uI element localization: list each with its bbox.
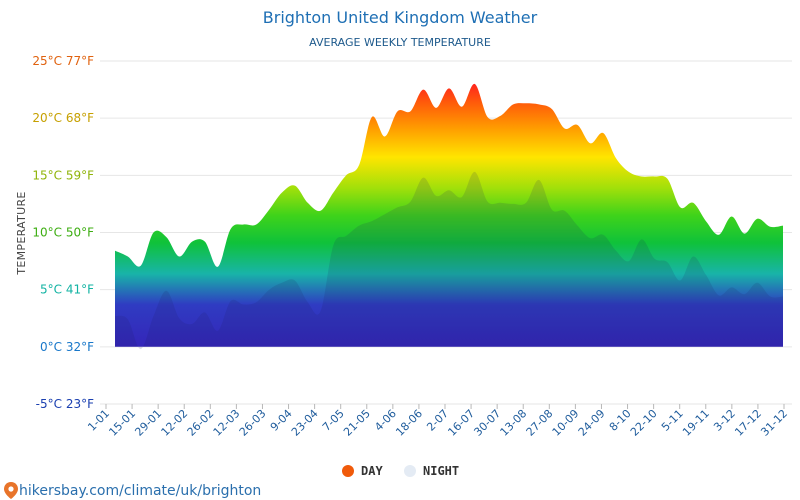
x-tick-label: 23-04 (289, 407, 321, 439)
y-axis-ticks: 25°C 77°F 20°C 68°F 15°C 59°F 10°C 50°F 5°C … (32, 54, 94, 411)
legend-day-label: DAY (361, 464, 383, 478)
legend-night-label: NIGHT (423, 464, 459, 478)
legend-item-night[interactable]: NIGHT (404, 464, 459, 478)
plot-area (115, 83, 783, 350)
x-tick-label: 24-09 (576, 407, 608, 439)
chart-subtitle: AVERAGE WEEKLY TEMPERATURE (309, 36, 491, 49)
x-tick-label: 17-12 (732, 407, 764, 439)
y-tick-label: 15°C 59°F (32, 168, 94, 182)
legend-night-marker (404, 465, 416, 477)
x-tick-label: 29-01 (132, 407, 164, 439)
source-text: hikersbay.com/climate/uk/brighton (19, 483, 261, 499)
location-pin-icon (4, 482, 18, 499)
x-tick-label: 13-08 (498, 407, 530, 439)
y-axis-label: TEMPERATURE (15, 191, 28, 275)
chart-title: Brighton United Kingdom Weather (263, 8, 538, 27)
legend: DAY NIGHT (342, 464, 459, 478)
x-tick-label: 22-10 (628, 407, 660, 439)
source-link[interactable]: hikersbay.com/climate/uk/brighton (4, 482, 261, 499)
x-tick-label: 10-09 (550, 407, 582, 439)
x-tick-label: 26-02 (185, 407, 217, 439)
x-tick-label: 26-03 (237, 407, 269, 439)
x-tick-label: 30-07 (471, 407, 503, 439)
x-tick-label: 21-05 (341, 407, 373, 439)
y-tick-label: 10°C 50°F (32, 226, 94, 240)
y-tick-label: 5°C 41°F (40, 283, 94, 297)
y-tick-label: 0°C 32°F (40, 340, 94, 354)
y-tick-label: -5°C 23°F (36, 397, 94, 411)
x-tick-label: 18-06 (393, 407, 425, 439)
x-tick-label: 31-12 (758, 407, 790, 439)
y-tick-label: 20°C 68°F (32, 111, 94, 125)
x-tick-label: 16-07 (445, 407, 477, 439)
x-tick-label: 12-03 (211, 407, 243, 439)
x-tick-label: 27-08 (524, 407, 556, 439)
night-series-overlay (115, 171, 783, 350)
x-tick-label: 19-11 (680, 407, 712, 439)
legend-item-day[interactable]: DAY (342, 464, 383, 478)
legend-day-marker (342, 465, 354, 477)
x-tick-label: 12-02 (159, 407, 191, 439)
day-series-area (115, 83, 783, 347)
y-tick-label: 25°C 77°F (32, 54, 94, 68)
x-tick-label: 15-01 (106, 407, 138, 439)
